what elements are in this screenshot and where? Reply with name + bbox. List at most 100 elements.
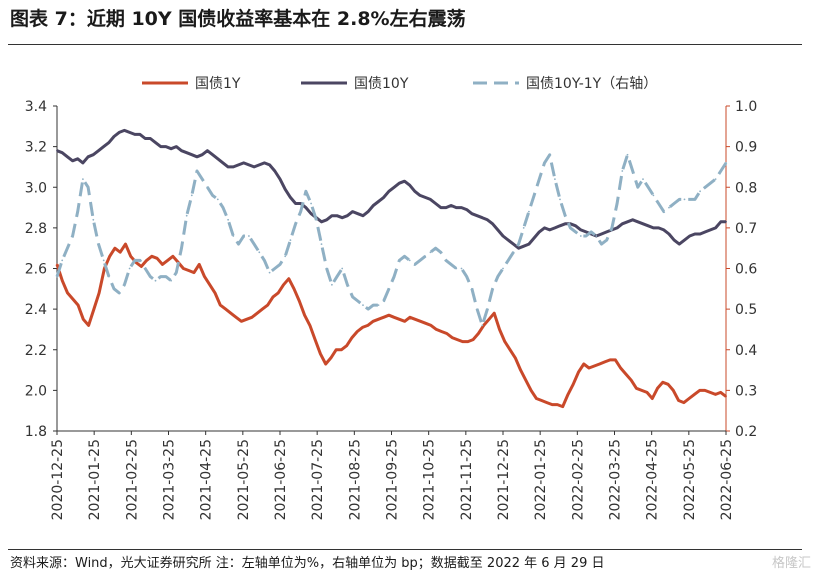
series-1-point (170, 147, 173, 150)
series-2-point (725, 162, 727, 164)
x-axis-tick-label: 2022-04-25 (645, 439, 661, 520)
series-1-point (678, 243, 681, 246)
series-1-point (248, 164, 250, 166)
series-2-point (569, 227, 572, 229)
series-0-point (477, 332, 480, 335)
series-2-point (118, 292, 121, 294)
series-2-point (585, 235, 587, 237)
x-axis-tick-label: 2021-12-25 (496, 439, 512, 520)
series-0-point (330, 357, 332, 359)
series-0-point (398, 318, 401, 321)
series-1-point (668, 233, 670, 235)
series-1-point (149, 137, 152, 140)
series-2-point (315, 218, 318, 221)
series-2-point (133, 259, 136, 262)
series-0-point (182, 267, 185, 270)
series-2-point (559, 198, 561, 201)
series-2-point (512, 251, 515, 254)
series-1-point (123, 129, 126, 132)
series-2-point (595, 235, 598, 237)
series-0-point (61, 279, 64, 282)
series-2-point (486, 308, 489, 310)
series-0-point (451, 336, 453, 339)
right-axis-tick-label: 0.6 (735, 262, 757, 278)
series-1-point (419, 194, 421, 197)
series-1-point (377, 200, 380, 203)
series-0-point (651, 397, 654, 400)
series-0-point (335, 348, 338, 351)
series-1-point (631, 218, 634, 221)
series-1-point (652, 227, 655, 229)
series-2-point (253, 243, 256, 246)
series-2-point (149, 275, 152, 278)
series-2-point (574, 231, 577, 233)
series-2-point (154, 279, 157, 282)
series-2-point (128, 267, 131, 270)
series-0-point (124, 243, 127, 246)
series-1-point (600, 233, 603, 235)
series-0-point (161, 263, 164, 266)
series-0-point (693, 393, 696, 396)
series-1-point (719, 220, 722, 223)
series-2-point (564, 214, 567, 217)
series-1-point (455, 206, 458, 209)
left-axis-tick-label: 2.6 (25, 262, 47, 278)
series-2-point (611, 227, 613, 229)
series-0-point (114, 247, 116, 250)
series-1-point (118, 131, 121, 134)
series-0-point (709, 391, 712, 394)
series-0-point (98, 292, 100, 294)
series-0-point (303, 314, 306, 317)
series-0-point (683, 401, 685, 404)
series-0-point (193, 271, 195, 274)
series-2-point (66, 247, 69, 250)
series-2-point (709, 182, 712, 185)
series-1-point (180, 149, 183, 152)
series-2-point (175, 271, 178, 274)
series-1-point (538, 231, 541, 233)
series-1-point (585, 231, 587, 233)
legend-label-1: 国债10Y (354, 76, 409, 92)
series-2-point (590, 231, 593, 233)
series-0-point (382, 316, 385, 319)
series-0-point (467, 340, 469, 343)
series-1-point (367, 210, 370, 213)
series-2-point (196, 170, 198, 172)
series-1-point (636, 220, 639, 223)
series-0-point (445, 332, 448, 335)
series-2-point (102, 259, 105, 262)
series-2-point (108, 275, 110, 278)
series-0-point (229, 312, 232, 315)
x-axis-tick-label: 2021-09-25 (385, 439, 401, 520)
x-axis-tick-label: 2021-05-25 (236, 439, 252, 520)
series-2-point (476, 308, 478, 310)
series-1-point (543, 227, 546, 229)
series-2-point (554, 178, 556, 181)
series-1-point (71, 159, 74, 162)
series-2-point (668, 206, 670, 209)
series-1-point (512, 243, 515, 246)
series-1-point (294, 202, 297, 205)
series-0-point (546, 401, 548, 404)
series-2-point (123, 283, 126, 286)
series-0-point (646, 391, 648, 394)
series-0-point (345, 344, 348, 347)
series-2-point (144, 267, 147, 270)
series-0-point (224, 308, 227, 310)
series-1-point (227, 166, 230, 168)
series-2-point (419, 259, 421, 262)
series-0-point (309, 324, 311, 327)
series-1-point (616, 227, 618, 229)
series-2-point (159, 275, 162, 278)
x-axis-tick-label: 2021-04-25 (199, 439, 215, 520)
title-divider (8, 44, 802, 45)
series-1-point (289, 196, 292, 199)
series-1-point (564, 222, 567, 225)
series-2-point (631, 170, 634, 172)
series-2-point (600, 243, 603, 246)
series-2-point (356, 300, 359, 302)
series-1-point (439, 206, 442, 209)
series-1-point (133, 133, 136, 136)
series-2-point (139, 259, 141, 262)
series-2-point (310, 202, 312, 205)
